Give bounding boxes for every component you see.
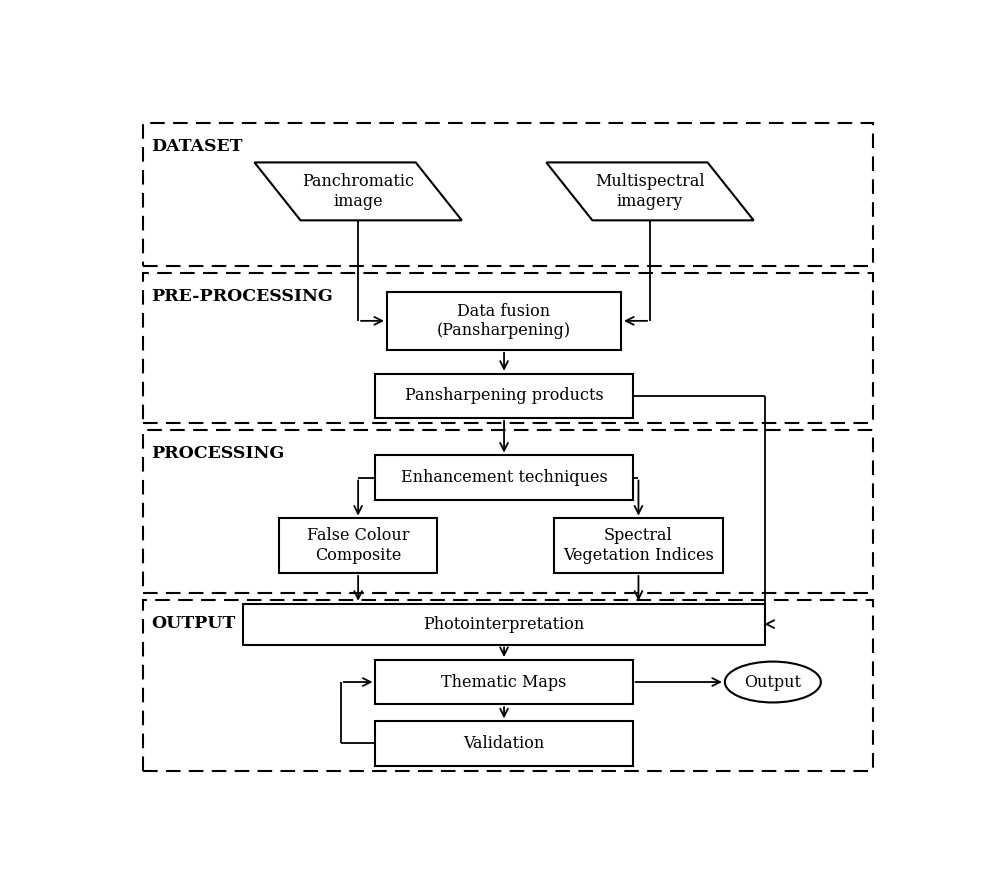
Text: Photointerpretation: Photointerpretation bbox=[423, 616, 585, 633]
Text: Thematic Maps: Thematic Maps bbox=[441, 673, 567, 690]
Text: Panchromatic
image: Panchromatic image bbox=[302, 173, 414, 210]
Text: Output: Output bbox=[744, 673, 802, 690]
Text: Enhancement techniques: Enhancement techniques bbox=[400, 469, 607, 486]
Text: Validation: Validation bbox=[464, 735, 545, 752]
Text: PROCESSING: PROCESSING bbox=[151, 445, 284, 462]
Text: DATASET: DATASET bbox=[151, 138, 242, 155]
Text: OUTPUT: OUTPUT bbox=[151, 615, 235, 632]
Text: PRE-PROCESSING: PRE-PROCESSING bbox=[151, 289, 333, 305]
Text: Spectral
Vegetation Indices: Spectral Vegetation Indices bbox=[563, 527, 714, 564]
Text: False Colour
Composite: False Colour Composite bbox=[307, 527, 409, 564]
Text: Multispectral
imagery: Multispectral imagery bbox=[596, 173, 705, 210]
Text: Pansharpening products: Pansharpening products bbox=[404, 388, 604, 404]
Text: Data fusion
(Pansharpening): Data fusion (Pansharpening) bbox=[437, 303, 571, 339]
